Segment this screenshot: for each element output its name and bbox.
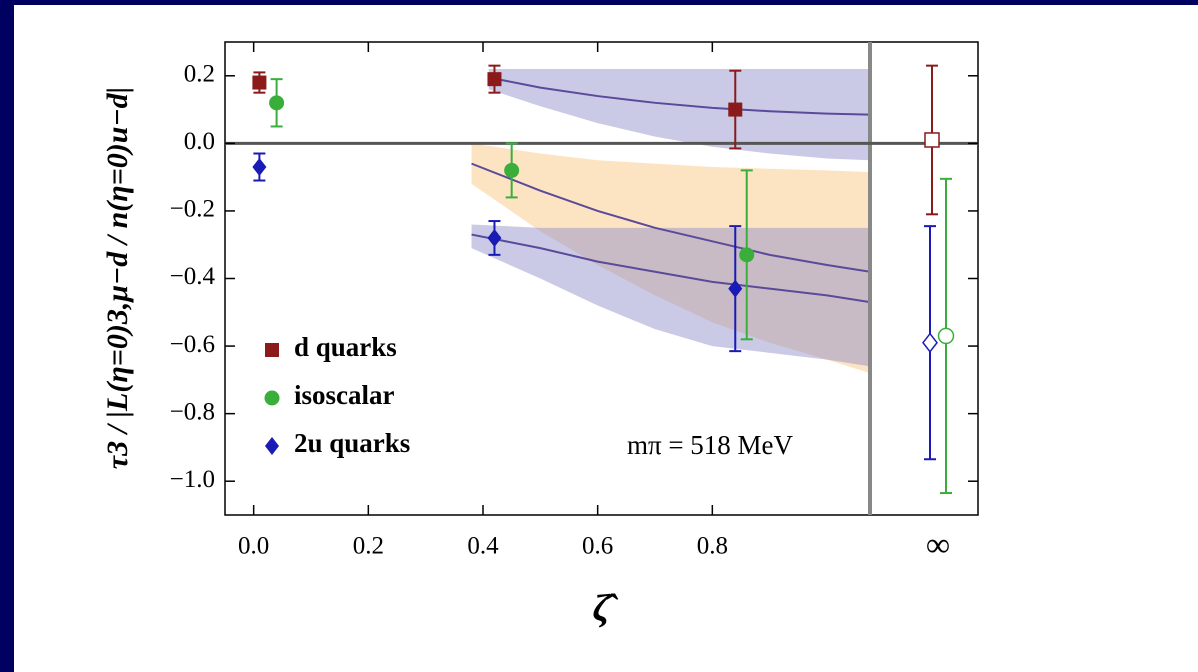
y-tick-label: 0.2 bbox=[184, 61, 215, 88]
legend-label: 2u quarks bbox=[294, 428, 410, 458]
y-tick-label: −0.6 bbox=[170, 331, 215, 358]
x-tick-label: 0.8 bbox=[697, 533, 728, 560]
x-tick-label: 0.6 bbox=[582, 533, 613, 560]
data-point bbox=[504, 162, 520, 178]
legend-label: isoscalar bbox=[294, 380, 395, 410]
data-point bbox=[252, 75, 267, 90]
y-tick-label: −0.4 bbox=[170, 263, 216, 290]
y-tick-label: −0.2 bbox=[170, 196, 215, 223]
x-tick-label: 0.4 bbox=[467, 533, 499, 560]
error-band bbox=[488, 69, 870, 161]
data-point bbox=[487, 72, 502, 87]
data-point bbox=[252, 158, 267, 177]
legend-label: d quarks bbox=[294, 332, 397, 362]
x-tick-label: 0.0 bbox=[238, 533, 269, 560]
infinity-point bbox=[937, 327, 955, 345]
infinity-tick-label: ∞ bbox=[926, 527, 950, 564]
y-tick-label: −1.0 bbox=[170, 466, 215, 493]
legend-marker bbox=[264, 390, 280, 406]
slide-area bbox=[14, 5, 1198, 672]
data-point bbox=[728, 279, 743, 298]
fit-curve bbox=[471, 233, 871, 304]
data-point bbox=[728, 102, 743, 117]
error-band bbox=[471, 224, 870, 367]
annotation: mπ = 518 MeV bbox=[627, 430, 794, 460]
legend-marker bbox=[265, 343, 279, 357]
data-point bbox=[487, 228, 502, 247]
data-point bbox=[739, 247, 755, 263]
y-tick-label: −0.8 bbox=[170, 398, 215, 425]
fit-curve bbox=[488, 76, 871, 116]
fit-curve bbox=[471, 162, 871, 273]
data-point bbox=[269, 95, 285, 111]
x-tick-label: 0.2 bbox=[353, 533, 384, 560]
infinity-point bbox=[924, 132, 940, 148]
legend-marker bbox=[265, 437, 279, 455]
y-tick-label: 0.0 bbox=[184, 128, 215, 155]
infinity-point bbox=[922, 332, 938, 353]
y-axis-label: τ3 / |L(η=0)3,μ−d / n(η=0)u−d| bbox=[101, 87, 134, 470]
